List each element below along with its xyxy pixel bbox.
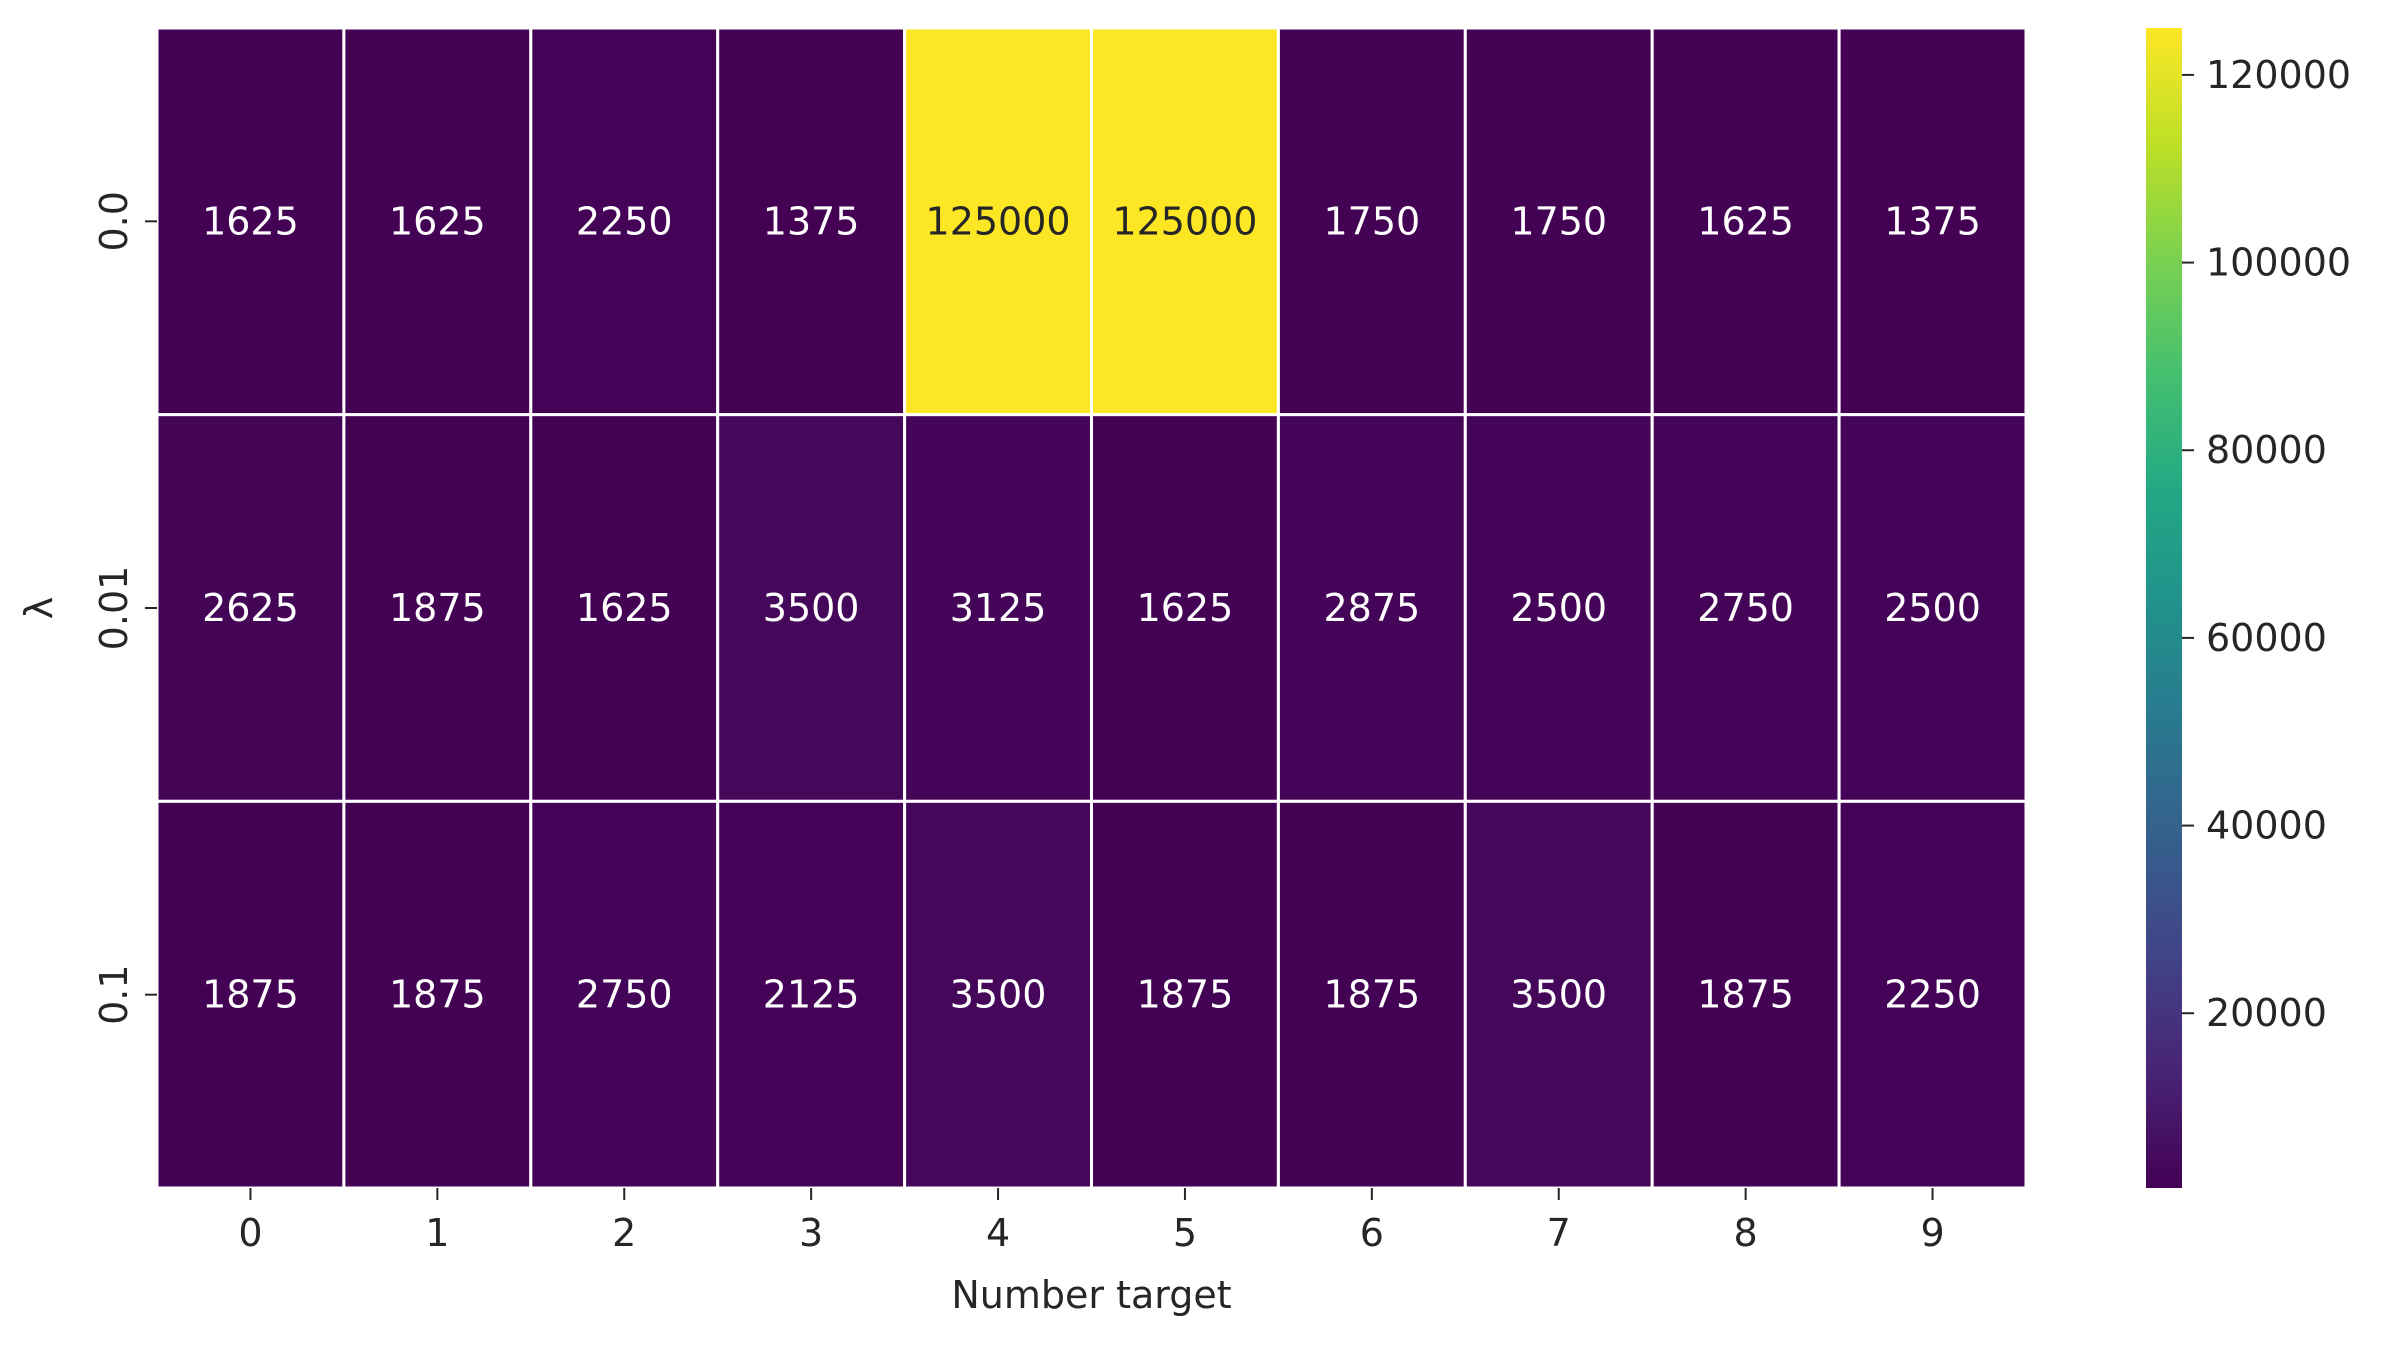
colorbar-tick-label: 80000: [2206, 428, 2327, 472]
x-tick-label: 7: [1547, 1211, 1571, 1255]
y-tick-label: 0.01: [92, 566, 136, 651]
heatmap-cell: [716, 26, 907, 417]
cell-value-label: 3500: [1510, 973, 1607, 1017]
x-tick-label: 0: [238, 1211, 262, 1255]
x-tick-label: 5: [1173, 1211, 1197, 1255]
cell-value-label: 1625: [202, 199, 299, 243]
heatmap-cell: [155, 799, 346, 1190]
heatmap-cell: [1463, 799, 1654, 1190]
heatmap-cells: 1625 1625 2250 1375 125000 125000 1750 1750 1625…: [155, 26, 2028, 1190]
cell-value-label: 2750: [576, 973, 673, 1017]
colorbar-tick-label: 40000: [2206, 804, 2327, 848]
colorbar-gradient: [2146, 28, 2182, 1188]
cell-value-label: 2875: [1323, 586, 1420, 630]
heatmap-cell: [1650, 413, 1841, 803]
heatmap-cell: [1090, 26, 1280, 417]
heatmap-cell: [529, 413, 720, 803]
cell-value-label: 1375: [763, 199, 860, 243]
cell-value-label: 1375: [1884, 199, 1981, 243]
heatmap-cell: [1837, 799, 2028, 1190]
heatmap-cell: [342, 799, 533, 1190]
heatmap-cell: [155, 26, 346, 417]
cell-value-label: 3125: [950, 586, 1047, 630]
heatmap-cell: [1650, 799, 1841, 1190]
heatmap-cell: [1276, 413, 1467, 803]
heatmap-cell: [903, 799, 1093, 1190]
cell-value-label: 1625: [389, 199, 486, 243]
cell-value-label: 3500: [763, 586, 860, 630]
cell-value-label: 2625: [202, 586, 299, 630]
x-axis-label: Number target: [951, 1273, 1231, 1317]
x-tick-label: 1: [425, 1211, 449, 1255]
x-tick-label: 2: [612, 1211, 636, 1255]
heatmap-cell: [342, 413, 533, 803]
cell-value-label: 2750: [1697, 586, 1794, 630]
colorbar-tick-label: 120000: [2206, 53, 2351, 97]
heatmap-cell: [716, 413, 907, 803]
cell-value-label: 1625: [1137, 586, 1234, 630]
cell-value-label: 1875: [389, 973, 486, 1017]
x-tick-label: 8: [1734, 1211, 1758, 1255]
colorbar: 20000 40000 60000 80000 100000 120000: [2146, 28, 2351, 1188]
cell-value-label: 2125: [763, 973, 860, 1017]
colorbar-tick-label: 100000: [2206, 241, 2351, 285]
cell-value-label: 3500: [950, 973, 1047, 1017]
cell-value-label: 125000: [1112, 199, 1257, 243]
heatmap-cell: [1276, 799, 1467, 1190]
cell-value-label: 2250: [576, 199, 673, 243]
heatmap-cell: [529, 799, 720, 1190]
heatmap-cell: [1837, 413, 2028, 803]
y-axis-ticks: 0.0 0.01 0.1: [92, 191, 157, 1025]
cell-value-label: 1750: [1510, 199, 1607, 243]
heatmap-cell: [342, 26, 533, 417]
cell-value-label: 1625: [576, 586, 673, 630]
y-tick-label: 0.1: [92, 964, 136, 1024]
x-tick-label: 3: [799, 1211, 823, 1255]
cell-value-label: 2250: [1884, 973, 1981, 1017]
cell-value-label: 1750: [1323, 199, 1420, 243]
colorbar-ticks: 20000 40000 60000 80000 100000 120000: [2182, 53, 2351, 1035]
cell-value-label: 1875: [202, 973, 299, 1017]
heatmap-cell: [1090, 413, 1280, 803]
colorbar-tick-label: 60000: [2206, 616, 2327, 660]
cell-value-label: 1875: [389, 586, 486, 630]
y-axis-label: λ: [17, 597, 61, 620]
y-tick-label: 0.0: [92, 191, 136, 251]
x-tick-label: 6: [1360, 1211, 1384, 1255]
x-tick-label: 4: [986, 1211, 1010, 1255]
heatmap-cell: [1463, 413, 1654, 803]
cell-value-label: 125000: [926, 199, 1071, 243]
cell-value-label: 1875: [1323, 973, 1420, 1017]
x-tick-label: 9: [1920, 1211, 1944, 1255]
colorbar-tick-label: 20000: [2206, 991, 2327, 1035]
heatmap-cell: [529, 26, 720, 417]
cell-value-label: 1875: [1697, 973, 1794, 1017]
heatmap-cell: [1837, 26, 2028, 417]
x-axis-ticks: 0 1 2 3 4 5 6 7 8 9: [238, 1188, 1945, 1255]
cell-value-label: 2500: [1510, 586, 1607, 630]
heatmap-cell: [903, 26, 1093, 417]
cell-value-label: 1875: [1137, 973, 1234, 1017]
cell-value-label: 1625: [1697, 199, 1794, 243]
heatmap-cell: [1463, 26, 1654, 417]
cell-value-label: 2500: [1884, 586, 1981, 630]
